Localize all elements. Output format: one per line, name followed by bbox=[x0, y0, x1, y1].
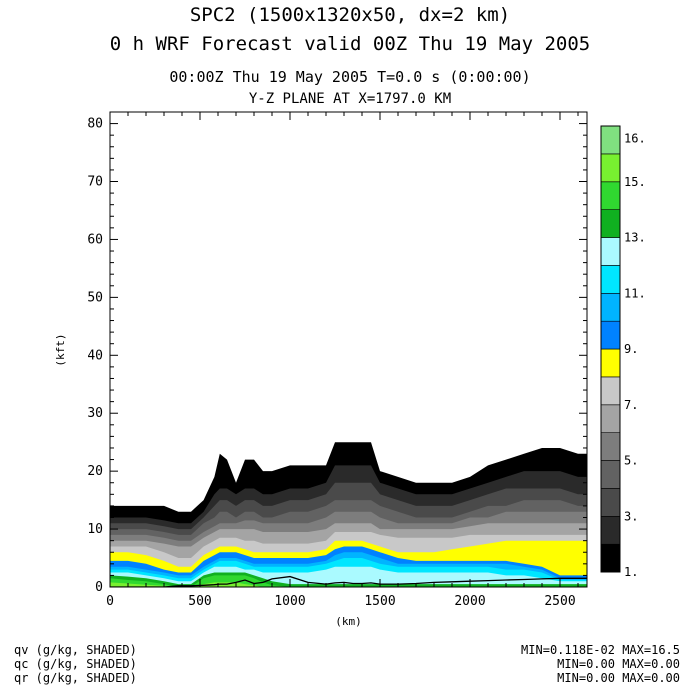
colorbar-swatch-14 bbox=[600, 181, 621, 211]
field-stats-qv: MIN=0.118E-02 MAX=16.5 bbox=[521, 643, 680, 657]
colorbar-swatch-4 bbox=[600, 460, 621, 489]
x-tick-label: 1000 bbox=[274, 594, 305, 609]
y-tick-label: 0 bbox=[95, 580, 103, 595]
field-label-qr: qr (g/kg, SHADED) bbox=[14, 671, 137, 685]
colorbar-swatch-9 bbox=[600, 320, 621, 350]
plane-label: Y-Z PLANE AT X=1797.0 KM bbox=[248, 91, 452, 107]
colorbar-swatch-15 bbox=[600, 153, 621, 183]
time-label: 00:00Z Thu 19 May 2005 T=0.0 s (0:00:00) bbox=[169, 68, 531, 86]
colorbar-label: 7. bbox=[624, 398, 638, 412]
y-axis-label: (kft) bbox=[54, 333, 67, 366]
cross-section-chart: 0 500 1000 1500 2000 2500 0 10 20 30 40 50 60 70 80 (km… bbox=[54, 111, 646, 628]
x-tick-label: 0 bbox=[106, 594, 114, 609]
colorbar-swatch-10 bbox=[600, 292, 621, 322]
colorbar-swatch-16 bbox=[600, 125, 621, 155]
x-tick-label: 2500 bbox=[544, 594, 575, 609]
field-stats-qc: MIN=0.00 MAX=0.00 bbox=[557, 657, 680, 671]
x-tick-label: 500 bbox=[188, 594, 211, 609]
x-tick-label: 2000 bbox=[454, 594, 485, 609]
colorbar-swatch-11 bbox=[600, 265, 621, 294]
colorbar-swatch-3 bbox=[600, 488, 621, 517]
colorbar-frame bbox=[600, 125, 621, 573]
field-label-qv: qv (g/kg, SHADED) bbox=[14, 643, 137, 657]
colorbar-swatch-6 bbox=[600, 404, 621, 433]
y-tick-label: 80 bbox=[87, 117, 103, 132]
colorbar-label: 5. bbox=[624, 454, 638, 468]
qv-shading-group bbox=[110, 442, 587, 587]
colorbar-swatch-7 bbox=[600, 376, 621, 406]
chart-title: SPC2 (1500x1320x50, dx=2 km) bbox=[189, 4, 511, 26]
colorbar-label: 16. bbox=[624, 132, 646, 146]
y-tick-label: 40 bbox=[87, 348, 103, 363]
y-tick-label: 10 bbox=[87, 522, 103, 537]
field-stats-qr: MIN=0.00 MAX=0.00 bbox=[557, 671, 680, 685]
colorbar-swatch-2 bbox=[600, 515, 621, 545]
y-tick-label: 60 bbox=[87, 232, 103, 247]
y-tick-label: 20 bbox=[87, 464, 103, 479]
colorbar-label: 3. bbox=[624, 509, 638, 523]
colorbar-label: 1. bbox=[624, 565, 638, 579]
colorbar-label: 11. bbox=[624, 286, 646, 300]
y-tick-label: 50 bbox=[87, 290, 103, 305]
x-axis-label: (km) bbox=[335, 615, 362, 628]
terrain-line bbox=[110, 575, 587, 587]
y-tick-label: 30 bbox=[87, 406, 103, 421]
y-tick-label: 70 bbox=[87, 175, 103, 190]
colorbar-label: 9. bbox=[624, 342, 638, 356]
chart-subtitle: 0 h WRF Forecast valid 00Z Thu 19 May 20… bbox=[109, 33, 591, 55]
plot-frame bbox=[109, 111, 588, 588]
colorbar-label: 13. bbox=[624, 231, 646, 245]
colorbar-swatch-1 bbox=[600, 543, 621, 573]
colorbar-swatch-13 bbox=[600, 209, 621, 238]
field-label-qc: qc (g/kg, SHADED) bbox=[14, 657, 137, 671]
colorbar-swatch-8 bbox=[600, 348, 621, 378]
colorbar-swatch-12 bbox=[600, 237, 621, 266]
colorbar-swatch-5 bbox=[600, 432, 621, 461]
x-tick-label: 1500 bbox=[364, 594, 395, 609]
colorbar-label: 15. bbox=[624, 175, 646, 189]
